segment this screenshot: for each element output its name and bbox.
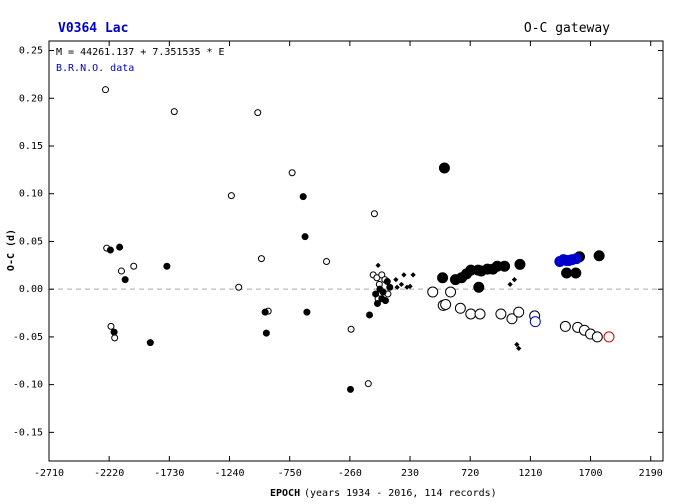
x-tick-label: 230 <box>401 468 419 479</box>
data-point-open <box>445 286 457 298</box>
data-point-filled <box>438 162 450 174</box>
data-point-open <box>227 192 235 200</box>
data-point-open <box>370 210 378 218</box>
data-point-diamond <box>511 277 518 283</box>
data-point-diamond <box>398 281 405 288</box>
data-point-open <box>427 286 439 298</box>
data-point-diamond <box>375 262 381 268</box>
data-point-filled <box>121 276 129 284</box>
data-source-label: B.R.N.O. data <box>56 63 134 74</box>
data-point-filled <box>299 193 307 201</box>
data-point-open <box>323 258 331 265</box>
data-point-open <box>170 108 178 116</box>
data-point-open <box>235 283 243 291</box>
y-tick-label: -0.10 <box>13 380 43 391</box>
y-tick-label: 0.10 <box>19 189 43 200</box>
data-point-filled <box>262 329 270 337</box>
data-point-diamond <box>407 283 413 289</box>
data-point-filled <box>499 260 511 272</box>
data-point-filled <box>570 267 582 279</box>
data-point-filled <box>261 308 269 316</box>
data-point-filled <box>383 278 391 286</box>
data-point-open <box>254 109 262 117</box>
x-tick-label: -2220 <box>94 468 124 479</box>
x-axis-note: (years 1934 - 2016, 114 records) <box>304 488 497 499</box>
data-point-filled <box>116 243 124 251</box>
chart-source: O-C gateway <box>524 21 610 36</box>
data-point-filled <box>561 267 573 279</box>
chart-title: V0364 Lac <box>58 21 128 36</box>
data-point-open <box>591 331 603 343</box>
data-point-open <box>347 325 355 333</box>
data-point-open <box>506 313 518 325</box>
data-point-open <box>130 262 138 270</box>
data-point-diamond <box>516 345 522 351</box>
data-point-filled <box>163 262 171 270</box>
x-tick-label: -750 <box>278 468 302 479</box>
data-point-filled <box>346 385 354 393</box>
data-point-open <box>288 169 296 177</box>
ephemeris-label: M = 44261.137 + 7.351535 * E <box>56 47 225 58</box>
axis-ticks: -0.15 -0.10 -0.05 0.00 0.05 0.10 0.15 0.20 0.25 -… <box>13 41 663 479</box>
data-point-filled <box>366 311 374 319</box>
data-point-filled <box>372 290 380 298</box>
data-point-open <box>364 380 372 388</box>
x-tick-label: 1700 <box>579 468 603 479</box>
data-point-open <box>559 320 571 332</box>
data-point-diamond <box>507 281 513 288</box>
x-tick-label: -2710 <box>34 468 64 479</box>
data-point-filled <box>146 339 154 347</box>
data-point-filled <box>514 258 526 270</box>
x-tick-label: 1210 <box>518 468 542 479</box>
plot-frame <box>48 40 664 462</box>
x-tick-label: 720 <box>461 468 479 479</box>
y-tick-label: 0.05 <box>19 236 43 247</box>
data-point-filled <box>373 300 381 307</box>
data-point-open <box>107 322 115 330</box>
data-point-filled <box>303 308 311 316</box>
data-point-open <box>529 316 541 328</box>
data-point-open <box>257 255 265 263</box>
x-axis-label: EPOCH <box>270 488 300 499</box>
data-point-open <box>474 308 486 320</box>
data-point-diamond <box>393 277 399 283</box>
data-point-open <box>454 302 466 314</box>
data-point-filled <box>386 283 394 291</box>
data-point-filled <box>473 281 485 293</box>
data-point-diamond <box>394 284 400 290</box>
data-point-diamond <box>401 272 407 278</box>
data-point-open <box>513 306 525 318</box>
data-points <box>101 86 615 393</box>
y-tick-label: 0.00 <box>19 284 43 295</box>
data-point-open <box>465 308 477 320</box>
data-point-filled <box>301 233 309 241</box>
x-tick-label: -1730 <box>154 468 184 479</box>
data-point-open <box>117 267 125 275</box>
y-tick-label: 0.15 <box>19 141 43 152</box>
data-point-filled <box>106 246 114 254</box>
y-axis-label: O-C (d) <box>6 229 17 271</box>
data-point-open <box>440 298 452 310</box>
data-point-open <box>378 271 386 279</box>
data-point-filled <box>570 253 582 265</box>
data-point-diamond <box>514 341 520 348</box>
data-point-filled <box>110 328 118 336</box>
data-point-filled <box>437 272 449 284</box>
data-point-filled <box>379 288 387 296</box>
data-point-diamond <box>410 272 416 278</box>
y-tick-label: 0.25 <box>19 46 43 57</box>
x-tick-label: 2190 <box>639 468 663 479</box>
y-tick-label: -0.15 <box>13 427 43 438</box>
data-point-open <box>101 86 109 94</box>
data-point-filled <box>593 250 605 262</box>
data-point-filled <box>381 297 389 305</box>
y-tick-label: -0.05 <box>13 332 43 343</box>
data-point-open <box>111 334 119 342</box>
data-point-open <box>603 331 615 343</box>
data-point-open <box>495 308 507 320</box>
x-tick-label: -1240 <box>214 468 244 479</box>
y-tick-label: 0.20 <box>19 93 43 104</box>
x-tick-label: -260 <box>338 468 362 479</box>
